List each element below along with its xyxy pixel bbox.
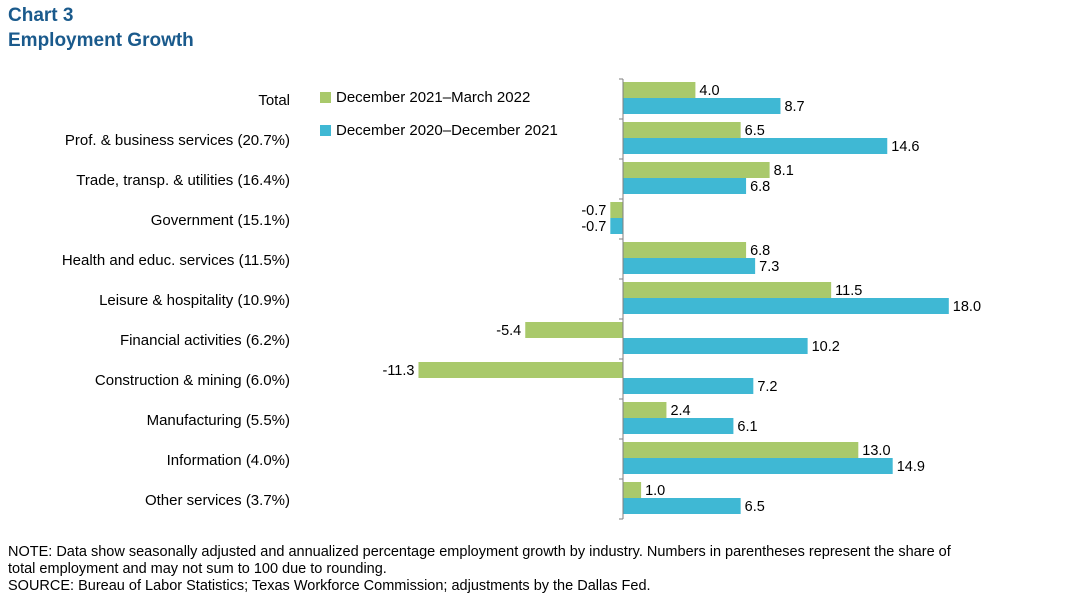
legend-label-series1: December 2021–March 2022 [336, 88, 531, 106]
bar-series1 [623, 162, 770, 178]
data-label-series1: -0.7 [581, 203, 606, 219]
bar-series1 [610, 202, 623, 218]
data-label-series1: 11.5 [835, 283, 862, 299]
bar-series2 [623, 298, 949, 314]
chart-title: Chart 3 [8, 5, 74, 26]
bar-series1 [623, 122, 741, 138]
category-label: Manufacturing (5.5%) [147, 412, 290, 429]
legend-label-series2: December 2020–December 2021 [336, 121, 558, 139]
legend-swatch-series1 [320, 91, 331, 103]
data-label-series2: 14.9 [897, 459, 925, 475]
data-label-series2: 6.8 [750, 179, 770, 195]
category-label: Leisure & hospitality (10.9%) [99, 292, 290, 309]
bar-series2 [623, 338, 808, 354]
bar-series1 [418, 362, 623, 378]
bar-series2 [623, 258, 756, 274]
data-label-series1: -11.3 [382, 363, 414, 379]
data-label-series2: 18.0 [953, 299, 981, 315]
category-label: Construction & mining (6.0%) [95, 372, 290, 389]
data-label-series1: -5.4 [496, 323, 521, 339]
data-label-series1: 4.0 [699, 83, 719, 99]
data-label-series2: 10.2 [812, 339, 840, 355]
source-line: SOURCE: Bureau of Labor Statistics; Texa… [8, 578, 651, 594]
bar-series2 [623, 98, 781, 114]
category-label: Health and educ. services (11.5%) [62, 252, 290, 269]
legend-item-series2: December 2020–December 2021 [320, 117, 558, 143]
data-label-series1: 6.5 [745, 123, 765, 139]
category-label: Government (15.1%) [151, 212, 290, 229]
bar-series2 [623, 498, 741, 514]
bar-series2 [623, 378, 754, 394]
bar-series2 [623, 178, 747, 194]
title-block: Chart 3 Employment Growth [8, 3, 194, 53]
data-label-series1: 6.8 [750, 243, 770, 259]
legend-item-series1: December 2021–March 2022 [320, 84, 558, 110]
bar-series2 [610, 218, 623, 234]
data-label-series2: 6.5 [745, 499, 765, 515]
category-label: Information (4.0%) [167, 452, 290, 469]
data-label-series2: 7.3 [759, 259, 779, 275]
category-label: Other services (3.7%) [145, 492, 290, 509]
bar-series2 [623, 458, 893, 474]
bar-series1 [623, 482, 642, 498]
note-line-2: total employment and may not sum to 100 … [8, 561, 387, 577]
bar-series1 [525, 322, 623, 338]
note-line-1: NOTE: Data show seasonally adjusted and … [8, 544, 951, 560]
data-label-series2: 8.7 [784, 99, 804, 115]
bar-chart: Total 4.0 8.7 Prof. & business services (20… [62, 78, 981, 520]
chart-subtitle: Employment Growth [8, 30, 194, 51]
category-label: Trade, transp. & utilities (16.4%) [76, 172, 290, 189]
bar-series1 [623, 442, 859, 458]
bar-series1 [623, 242, 747, 258]
data-label-series1: 13.0 [862, 443, 890, 459]
data-label-series1: 8.1 [774, 163, 794, 179]
data-label-series2: 6.1 [737, 419, 757, 435]
legend: December 2021–March 2022 December 2020–D… [320, 84, 558, 150]
bar-series2 [623, 138, 888, 154]
footnote: NOTE: Data show seasonally adjusted and … [8, 544, 1068, 595]
bar-series1 [623, 402, 667, 418]
data-label-series2: -0.7 [581, 219, 606, 235]
data-label-series1: 2.4 [670, 403, 690, 419]
legend-swatch-series2 [320, 124, 331, 136]
category-label: Financial activities (6.2%) [120, 332, 290, 349]
bar-series2 [623, 418, 734, 434]
data-label-series2: 7.2 [757, 379, 777, 395]
bar-series1 [623, 82, 696, 98]
category-label: Total [258, 92, 290, 109]
data-label-series2: 14.6 [891, 139, 919, 155]
category-label: Prof. & business services (20.7%) [65, 132, 290, 149]
bar-series1 [623, 282, 832, 298]
data-label-series1: 1.0 [645, 483, 665, 499]
